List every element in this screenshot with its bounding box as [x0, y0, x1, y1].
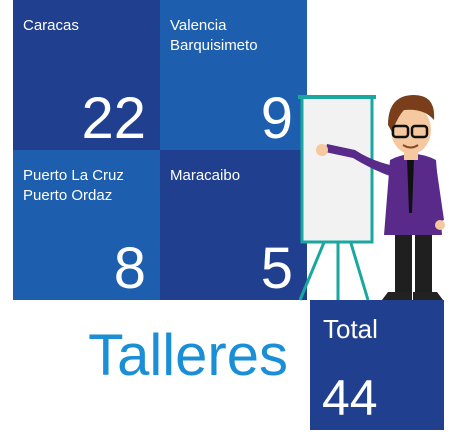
tile-label: Maracaibo [170, 167, 240, 184]
tile [160, 150, 307, 300]
tile-value: 5 [261, 236, 293, 301]
tile-value: 22 [81, 86, 146, 151]
tile-label: Caracas [23, 17, 79, 34]
tile-value: 8 [114, 236, 146, 301]
tile [13, 0, 160, 150]
tile-label: Puerto Ordaz [23, 187, 112, 204]
tile-label: Barquisimeto [170, 37, 258, 54]
title: Talleres [88, 323, 288, 388]
tile-label: Puerto La Cruz [23, 167, 124, 184]
flipchart [298, 95, 376, 301]
tile-value: 9 [261, 86, 293, 151]
total-value: 44 [322, 370, 378, 426]
tile [160, 0, 307, 150]
tiles: Caracas 22 Valencia Barquisimeto 9 Puerto La … [13, 0, 307, 301]
presenter [316, 95, 445, 300]
tile [13, 150, 160, 300]
total-label: Total [323, 314, 378, 344]
total-box [310, 300, 444, 430]
tile-label: Valencia [170, 17, 227, 34]
